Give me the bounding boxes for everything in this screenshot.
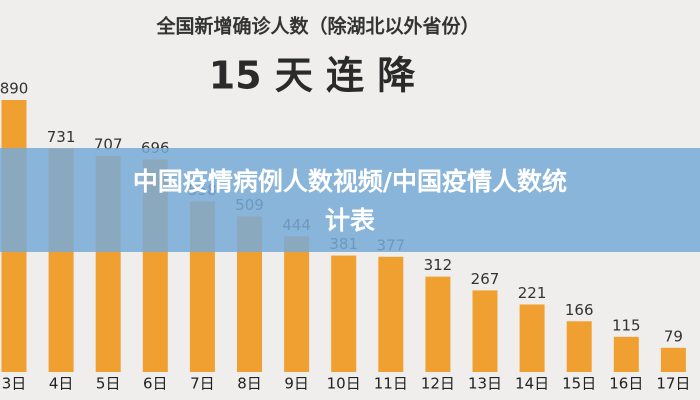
value-label: 312 <box>424 256 453 274</box>
chart-title: 全国新增确诊人数（除湖北以外省份） <box>155 15 479 38</box>
banner-line: 计表 <box>325 206 376 235</box>
x-tick-label: 3日 <box>2 375 27 393</box>
x-tick-label: 11日 <box>374 375 408 393</box>
x-tick-label: 10日 <box>327 375 361 393</box>
bar <box>425 276 451 372</box>
banner <box>0 148 700 252</box>
value-label: 890 <box>0 80 28 98</box>
banner-line: 中国疫情病例人数视频/中国疫情人数统 <box>133 167 567 196</box>
bar <box>566 321 592 372</box>
value-label: 166 <box>565 301 594 319</box>
plot: 8903日7314日7075日6966日5587日5098日4449日38110… <box>0 80 690 393</box>
x-tick-label: 16日 <box>609 375 643 393</box>
x-tick-label: 15日 <box>562 375 596 393</box>
bar <box>284 236 310 372</box>
x-tick-label: 6日 <box>143 375 168 393</box>
x-tick-label: 8日 <box>237 375 262 393</box>
x-tick-label: 9日 <box>284 375 309 393</box>
x-tick-label: 14日 <box>515 375 549 393</box>
value-label: 221 <box>518 284 547 302</box>
bar <box>378 256 404 372</box>
value-label: 79 <box>664 327 683 345</box>
bar <box>331 255 357 372</box>
x-tick-label: 4日 <box>49 375 74 393</box>
value-label: 267 <box>471 270 500 288</box>
x-tick-label: 5日 <box>96 375 121 393</box>
bar <box>613 336 639 372</box>
x-tick-label: 7日 <box>190 375 215 393</box>
bar <box>660 347 686 372</box>
bar <box>472 290 498 372</box>
bar <box>519 304 545 372</box>
chart-subtitle: 15 天 连 降 <box>209 54 416 98</box>
x-tick-label: 17日 <box>656 375 690 393</box>
x-tick-label: 12日 <box>421 375 455 393</box>
value-label: 731 <box>47 128 76 146</box>
value-label: 115 <box>612 316 641 334</box>
x-tick-label: 13日 <box>468 375 502 393</box>
